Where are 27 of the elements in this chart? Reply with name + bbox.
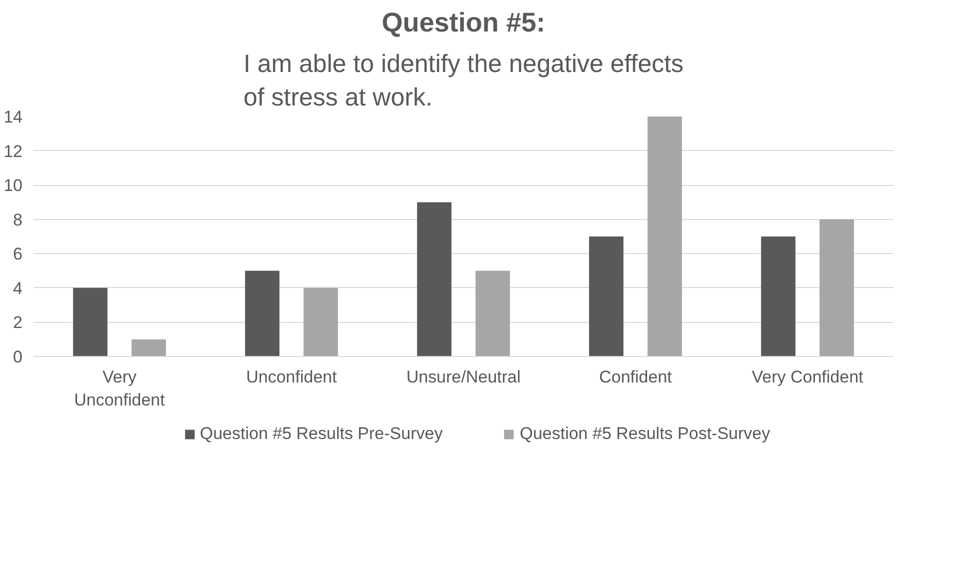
bar (476, 270, 510, 356)
legend-label: Question #5 Results Post-Survey (520, 424, 770, 444)
x-tick-label: Confident (599, 368, 672, 386)
bar (648, 116, 682, 356)
x-tick-label: Very Confident (752, 368, 864, 386)
x-tick-label: Very Unconfident (74, 368, 166, 410)
x-tick-label: Unsure/Neutral (406, 368, 521, 386)
y-tick-label: 8 (13, 210, 23, 230)
chart-subtitle: I am able to identify the negative effects of stress at work. (243, 50, 684, 112)
bar (417, 202, 452, 356)
y-tick-label: 10 (4, 176, 23, 196)
bar (304, 288, 338, 356)
chart-title: Question #5: (382, 8, 546, 38)
y-tick-label: 4 (13, 278, 23, 298)
y-tick-label: 0 (13, 348, 23, 366)
bar (73, 288, 108, 356)
y-tick-label: 14 (4, 108, 23, 126)
bar (820, 219, 854, 356)
bar (245, 270, 280, 356)
y-tick-label: 12 (4, 142, 23, 161)
bar (589, 236, 624, 356)
y-tick-label: 6 (13, 244, 23, 264)
legend-label: Question #5 Results Pre-Survey (200, 424, 443, 444)
bar (761, 236, 796, 356)
y-tick-label: 2 (13, 313, 23, 332)
x-tick-label: Unconfident (246, 368, 338, 386)
bar (132, 339, 166, 356)
